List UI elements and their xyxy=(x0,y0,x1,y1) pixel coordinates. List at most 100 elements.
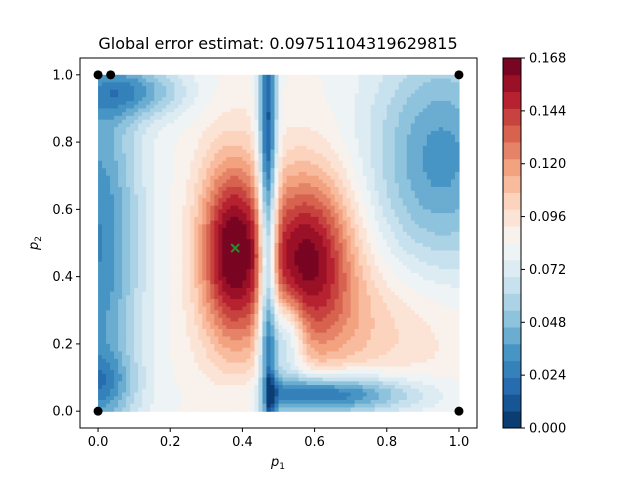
heatmap-cell xyxy=(154,377,159,382)
heatmap-cell xyxy=(138,115,143,121)
heatmap-cell xyxy=(126,325,131,330)
heatmap-cell xyxy=(166,171,171,177)
heatmap-cell xyxy=(158,407,163,412)
heatmap-cell xyxy=(174,272,179,278)
heatmap-cell xyxy=(318,93,324,98)
heatmap-cell xyxy=(302,127,308,132)
heatmap-cell xyxy=(294,194,300,199)
heatmap-cell xyxy=(122,142,127,147)
heatmap-cell xyxy=(102,145,107,151)
heatmap-cell xyxy=(122,265,127,270)
heatmap-cell xyxy=(226,261,231,267)
heatmap-cell xyxy=(174,373,179,379)
heatmap-cell xyxy=(118,130,123,136)
heatmap-cell xyxy=(170,213,175,218)
heatmap-cell xyxy=(110,104,115,110)
heatmap-cell xyxy=(306,100,312,106)
heatmap-cell xyxy=(230,399,235,405)
heatmap-cell xyxy=(142,407,147,412)
heatmap-cell xyxy=(106,112,111,117)
heatmap-cell xyxy=(138,287,143,293)
heatmap-cell xyxy=(214,224,219,229)
heatmap-cell xyxy=(114,89,119,95)
heatmap-cell xyxy=(214,119,219,125)
heatmap-cell xyxy=(154,243,159,248)
heatmap-cell xyxy=(254,351,260,356)
heatmap-cell xyxy=(254,104,260,110)
heatmap-cell xyxy=(210,213,215,218)
heatmap-cell xyxy=(246,287,252,293)
heatmap-cell xyxy=(274,343,280,349)
heatmap-cell xyxy=(194,362,199,367)
heatmap-cell xyxy=(254,276,260,281)
heatmap-cell xyxy=(138,399,143,405)
heatmap-cell xyxy=(122,388,127,394)
heatmap-cell xyxy=(186,97,191,102)
heatmap-cell xyxy=(158,243,163,248)
heatmap-cell xyxy=(258,171,264,177)
heatmap-cell xyxy=(222,186,227,192)
heatmap-cell xyxy=(202,407,207,412)
heatmap-cell xyxy=(218,220,223,225)
heatmap-cell xyxy=(246,130,252,136)
heatmap-cell xyxy=(310,235,316,240)
heatmap-cell xyxy=(102,157,107,162)
heatmap-cell xyxy=(226,231,231,237)
heatmap-cell xyxy=(170,235,175,240)
heatmap-cell xyxy=(250,392,256,397)
heatmap-cell xyxy=(102,284,107,289)
heatmap-cell xyxy=(286,388,292,394)
heatmap-cell xyxy=(250,388,256,394)
heatmap-cell xyxy=(194,287,199,293)
heatmap-cell xyxy=(154,112,159,117)
heatmap-cell xyxy=(166,104,171,110)
heatmap-cell xyxy=(130,171,135,177)
heatmap-cell xyxy=(210,171,215,177)
heatmap-cell xyxy=(294,302,300,308)
heatmap-cell xyxy=(274,186,280,192)
heatmap-cell xyxy=(162,366,167,371)
heatmap-cell xyxy=(134,153,139,158)
heatmap-cell xyxy=(302,149,308,154)
heatmap-cell xyxy=(198,127,203,132)
heatmap-cell xyxy=(298,340,304,345)
heatmap-cell xyxy=(146,104,151,110)
heatmap-cell xyxy=(218,123,223,128)
heatmap-cell xyxy=(222,287,227,293)
heatmap-cell xyxy=(226,254,231,259)
heatmap-cell xyxy=(202,321,207,326)
heatmap-cell xyxy=(298,287,304,293)
heatmap-cell xyxy=(182,287,187,293)
heatmap-cell xyxy=(194,127,199,132)
heatmap-cell xyxy=(130,295,135,300)
heatmap-cell xyxy=(138,78,143,83)
heatmap-cell xyxy=(242,168,248,173)
heatmap-cell xyxy=(158,343,163,349)
heatmap-cell xyxy=(98,153,103,158)
heatmap-cell xyxy=(242,123,248,128)
heatmap-cell xyxy=(198,310,203,315)
heatmap-cell xyxy=(198,160,203,166)
heatmap-cell xyxy=(150,343,155,349)
heatmap-cell xyxy=(114,209,119,214)
heatmap-cell xyxy=(174,74,179,80)
heatmap-cell xyxy=(310,74,316,80)
heatmap-cell xyxy=(118,291,123,296)
heatmap-cell xyxy=(302,243,308,248)
heatmap-cell xyxy=(106,261,111,267)
heatmap-cell xyxy=(130,89,135,95)
heatmap-cell xyxy=(178,396,183,401)
heatmap-cell xyxy=(126,183,131,188)
heatmap-cell xyxy=(186,235,191,240)
heatmap-cell xyxy=(102,179,107,184)
heatmap-cell xyxy=(210,366,215,371)
heatmap-cell xyxy=(138,366,143,371)
heatmap-cell xyxy=(314,328,320,334)
heatmap-cell xyxy=(262,86,268,91)
heatmap-cell xyxy=(154,216,159,222)
heatmap-cell xyxy=(106,239,111,244)
heatmap-cell xyxy=(206,168,211,173)
heatmap-cell xyxy=(130,246,135,252)
heatmap-cell xyxy=(310,302,316,308)
heatmap-cell xyxy=(134,321,139,326)
